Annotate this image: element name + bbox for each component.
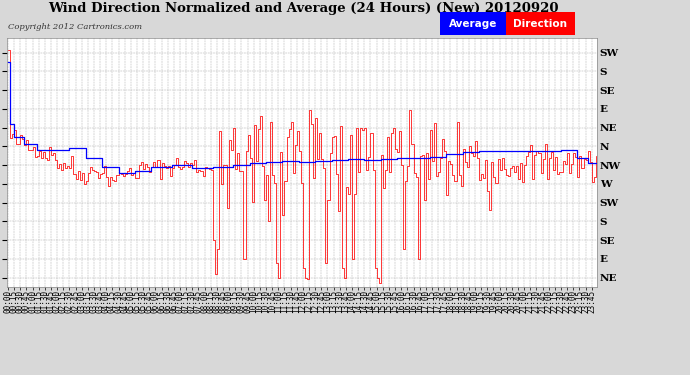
Text: Copyright 2012 Cartronics.com: Copyright 2012 Cartronics.com xyxy=(8,23,142,31)
Text: Average: Average xyxy=(448,19,497,28)
Text: Wind Direction Normalized and Average (24 Hours) (New) 20120920: Wind Direction Normalized and Average (2… xyxy=(48,2,559,15)
Text: Direction: Direction xyxy=(513,19,567,28)
